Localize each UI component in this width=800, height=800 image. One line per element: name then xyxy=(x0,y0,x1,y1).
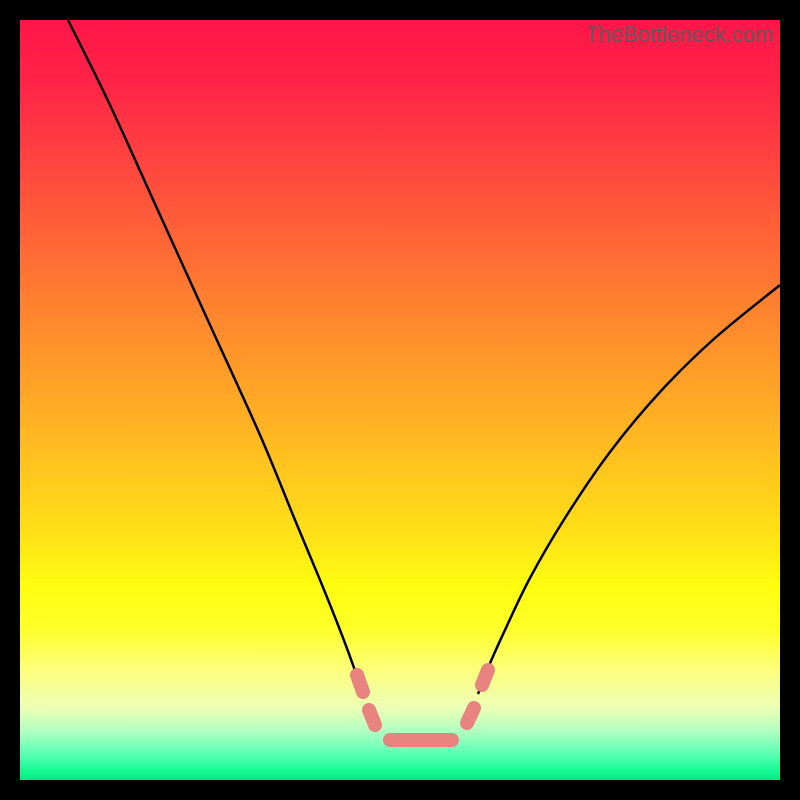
marker-segment xyxy=(482,670,488,685)
chart-frame xyxy=(20,20,780,780)
marker-segment xyxy=(369,710,375,725)
marker-segment xyxy=(357,675,363,692)
attribution-text: TheBottleneck.com xyxy=(586,22,774,48)
bottleneck-chart xyxy=(20,20,780,780)
gradient-background xyxy=(20,20,780,780)
marker-segment xyxy=(467,708,474,723)
